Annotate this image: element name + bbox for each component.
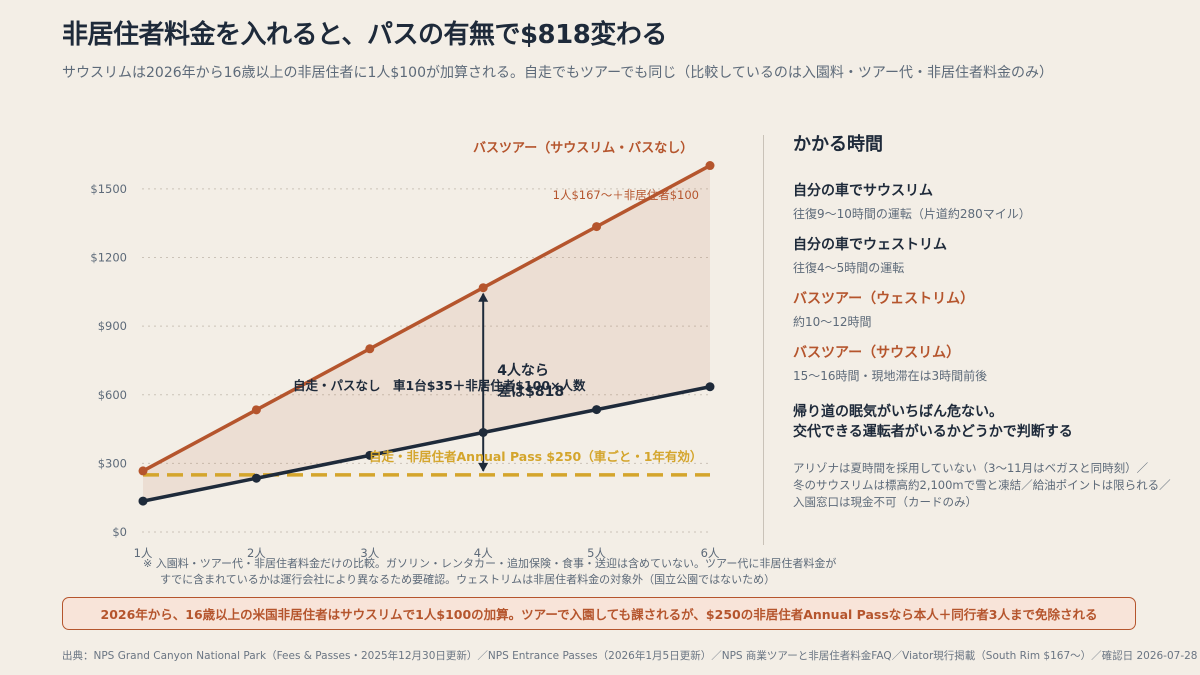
bus-tour-series-label: バスツアー（サウスリム・バスなし）	[473, 140, 693, 156]
note-line: 入園窓口は現金不可（カードのみ）	[793, 495, 977, 509]
travel-time-heading: かかる時間	[793, 134, 883, 155]
tour-rate-label: 1人$167〜＋非居住者$100	[553, 188, 699, 202]
y-tick-label: $0	[112, 525, 127, 539]
difference-label: 差は$818	[497, 383, 564, 400]
y-tick-label: $300	[98, 456, 127, 470]
travel-item-desc: 約10〜12時間	[793, 315, 872, 329]
travel-item-car-west-rim: 自分の車でウェストリム 往復4〜5時間の運転	[793, 236, 1183, 276]
travel-item-tour-south-rim: バスツアー（サウスリム） 15〜16時間・現地滞在は3時間前後	[793, 344, 1183, 384]
y-tick-label: $600	[98, 388, 127, 402]
y-tick-label: $1500	[90, 182, 127, 196]
chart-tick-labels: $0 $300 $600 $900 $1200 $1500 1人 2人 3人 4人 5人 6人	[90, 182, 719, 560]
bus-tour-point	[138, 466, 148, 476]
travel-item-car-south-rim: 自分の車でサウスリム 往復9〜10時間の運転（片道約280マイル）	[793, 182, 1183, 222]
x-tick-label: 5人	[587, 546, 606, 560]
page-subtitle: サウスリムは2026年から16歳以上の非居住者に1人$100が加算される。自走で…	[62, 65, 1054, 81]
chart-gridlines	[142, 188, 712, 533]
self-drive-series-label: 自走・パスなし 車1台$35＋非居住者$100×人数	[293, 378, 586, 393]
bus-tour-point	[478, 283, 488, 293]
travel-time-panel: かかる時間 自分の車でサウスリム 往復9〜10時間の運転（片道約280マイル） …	[793, 130, 1183, 511]
self-drive-point	[705, 382, 715, 392]
chart-series	[138, 161, 715, 506]
difference-label: 4人なら	[497, 362, 549, 379]
warning-line: 帰り道の眠気がいちばん危ない。	[793, 404, 1003, 420]
bus-tour-point	[365, 344, 375, 354]
y-tick-label: $1200	[90, 251, 127, 265]
x-tick-label: 2人	[247, 546, 266, 560]
difference-band	[143, 165, 710, 502]
self-drive-point	[592, 405, 602, 415]
warning-line: 交代できる運転者がいるかどうかで判断する	[793, 424, 1073, 440]
self-drive-point	[365, 450, 375, 460]
y-tick-label: $900	[98, 319, 127, 333]
travel-notes: アリゾナは夏時間を採用していない（3〜11月はベガスと同時刻）／ 冬のサウスリム…	[793, 460, 1183, 511]
cost-comparison-chart: $0 $300 $600 $900 $1200 $1500 1人 2人 3人 4人 5人 6人 4人な…	[90, 140, 719, 560]
travel-item-desc: 15〜16時間・現地滞在は3時間前後	[793, 369, 988, 383]
travel-item-tour-west-rim: バスツアー（ウェストリム） 約10〜12時間	[793, 290, 1183, 330]
x-tick-label: 4人	[474, 546, 493, 560]
drowsiness-warning: 帰り道の眠気がいちばん危ない。 交代できる運転者がいるかどうかで判断する	[793, 402, 1183, 442]
self-drive-point	[251, 473, 261, 483]
bus-tour-line	[142, 164, 711, 473]
difference-arrow-head-top	[478, 292, 489, 302]
travel-item-desc: 往復4〜5時間の運転	[793, 261, 905, 275]
travel-item-label: バスツアー（サウスリム）	[793, 345, 961, 361]
x-tick-label: 6人	[701, 546, 720, 560]
page-title: 非居住者料金を入れると、パスの有無で$818変わる	[62, 20, 667, 50]
travel-item-label: 自分の車でサウスリム	[793, 183, 933, 199]
note-line: 冬のサウスリムは標高約2,100mで雪と凍結／給油ポイントは限られる／	[793, 478, 1171, 492]
panel-divider	[763, 135, 764, 545]
bus-tour-point	[705, 161, 715, 171]
chart-footnote: ※ 入園料・ツアー代・非居住者料金だけの比較。ガソリン・レンタカー・追加保険・食…	[143, 556, 836, 588]
bus-tour-point	[251, 405, 261, 415]
footnote-line: ※ 入園料・ツアー代・非居住者料金だけの比較。ガソリン・レンタカー・追加保険・食…	[143, 557, 837, 570]
travel-item-label: バスツアー（ウェストリム）	[793, 291, 975, 307]
self-drive-point	[138, 496, 148, 506]
difference-arrow-head-bottom	[478, 462, 489, 472]
x-tick-label: 1人	[134, 546, 153, 560]
x-tick-label: 3人	[360, 546, 379, 560]
self-drive-line	[142, 385, 711, 503]
annual-pass-series-label: 自走・非居住者Annual Pass $250（車ごと・1年有効）	[369, 449, 702, 464]
travel-item-label: 自分の車でウェストリム	[793, 237, 947, 253]
source-credits: 出典：NPS Grand Canyon National Park（Fees &…	[62, 650, 1198, 662]
footnote-line: すでに含まれているかは運行会社により異なるため要確認。ウェストリムは非居住者料金…	[160, 573, 776, 586]
bus-tour-point	[592, 222, 602, 232]
travel-item-desc: 往復9〜10時間の運転（片道約280マイル）	[793, 207, 1031, 221]
surcharge-banner: 2026年から、16歳以上の米国非居住者はサウスリムで1人$100の加算。ツアー…	[62, 597, 1136, 630]
note-line: アリゾナは夏時間を採用していない（3〜11月はベガスと同時刻）／	[793, 461, 1149, 475]
